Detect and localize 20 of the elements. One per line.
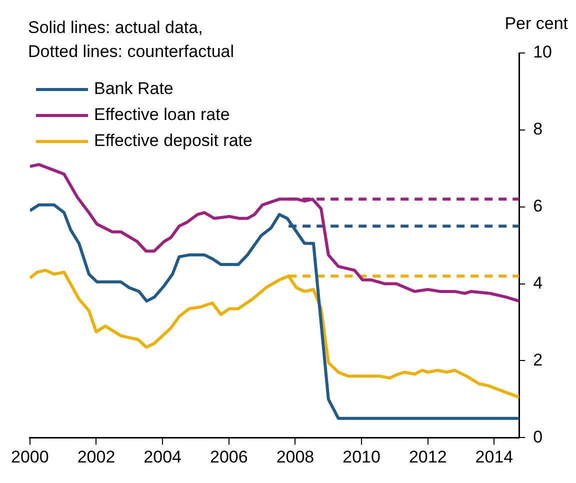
y-axis-title: Per cent <box>504 14 568 34</box>
x-tick-label: 2010 <box>342 447 380 466</box>
x-tick-label: 2004 <box>144 447 182 466</box>
legend-label: Bank Rate <box>94 78 174 100</box>
x-tick-label: 2002 <box>77 447 116 466</box>
y-tick-label: 8 <box>533 120 543 139</box>
y-tick-label: 2 <box>533 350 543 370</box>
x-tick-label: 2000 <box>10 447 49 466</box>
y-tick-label: 0 <box>533 427 543 446</box>
y-tick-label: 10 <box>533 42 552 62</box>
y-tick-label: 4 <box>533 273 543 292</box>
x-tick-label: 2012 <box>408 447 447 466</box>
legend-label: Effective deposit rate <box>94 130 252 152</box>
legend-label: Effective loan rate <box>94 104 230 126</box>
x-tick-label: 2006 <box>210 447 248 466</box>
text: Solid lines: actual data, <box>28 17 204 39</box>
x-tick-label: 2014 <box>475 447 514 466</box>
x-tick-label: 2008 <box>276 447 314 466</box>
y-tick-label: 6 <box>533 196 543 216</box>
annotation: Dotted lines: counterfactual <box>28 41 234 63</box>
